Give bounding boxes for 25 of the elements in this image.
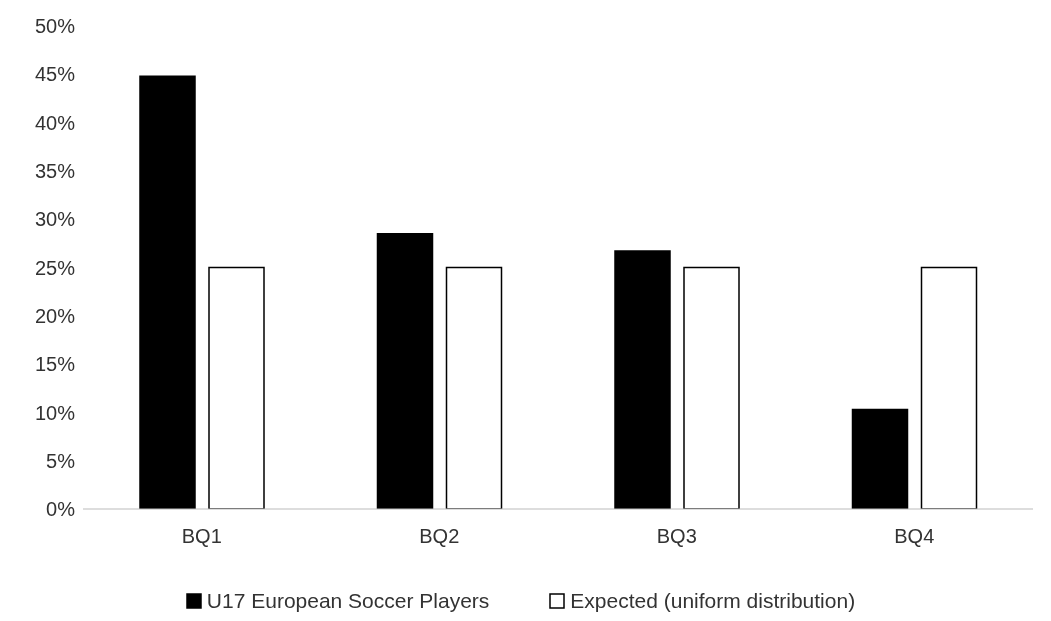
bar: [851, 408, 909, 509]
bar: [445, 266, 503, 509]
bar: [614, 250, 671, 509]
x-tick-label: BQ3: [656, 525, 697, 548]
y-tick-label: 35%: [34, 160, 76, 182]
y-tick-label: 45%: [34, 63, 76, 86]
y-tick-label: 40%: [34, 111, 76, 134]
y-tick-label: 0%: [46, 498, 76, 521]
x-tick-label: BQ2: [419, 525, 460, 548]
bar: [376, 232, 434, 509]
legend-label: Expected (uniform distribution): [570, 589, 856, 613]
x-tick-label: BQ4: [894, 525, 935, 548]
y-tick-label: 15%: [34, 353, 76, 376]
legend-label: U17 European Soccer Players: [206, 589, 490, 613]
bar: [139, 75, 196, 509]
y-tick-label: 5%: [46, 449, 76, 472]
bar: [208, 266, 265, 509]
x-tick-label: BQ1: [181, 525, 222, 548]
y-tick-label: 30%: [34, 208, 76, 231]
y-tick-label: 25%: [34, 256, 76, 279]
y-tick-label: 20%: [34, 304, 76, 327]
y-tick-label: 50%: [34, 15, 76, 38]
y-tick-label: 10%: [34, 401, 76, 424]
bar: [683, 266, 740, 509]
bar: [920, 266, 978, 509]
